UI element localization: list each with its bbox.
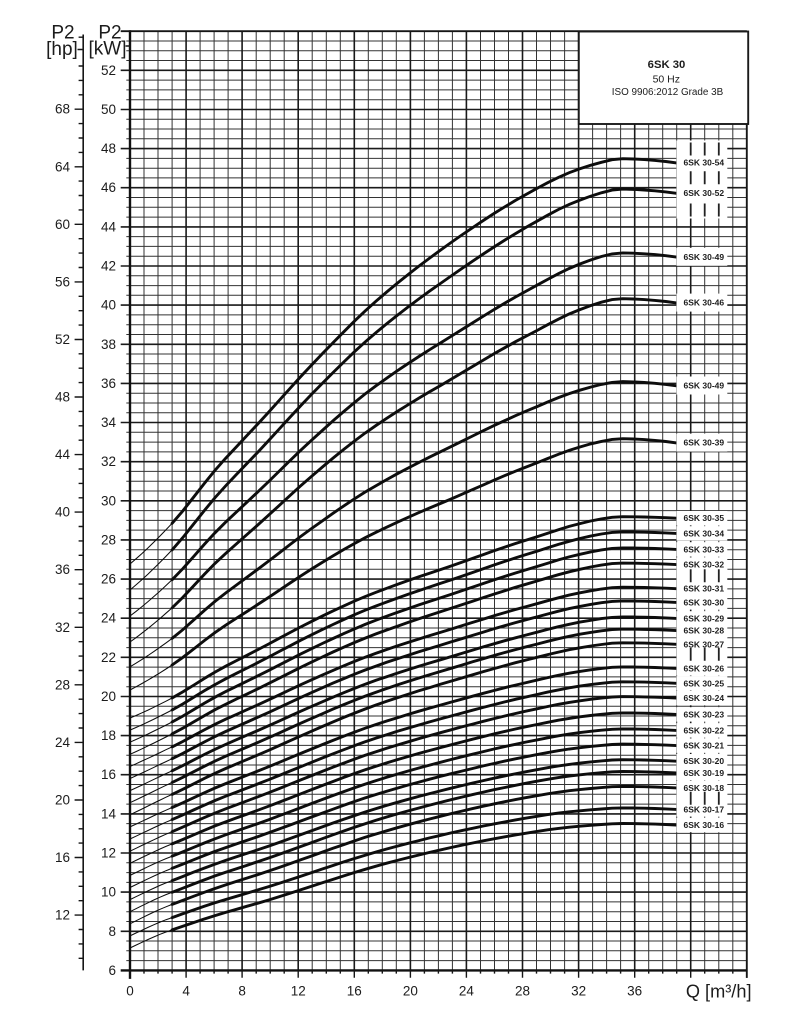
svg-text:6SK 30-18: 6SK 30-18 bbox=[683, 783, 724, 793]
svg-text:P2: P2 bbox=[51, 23, 74, 44]
svg-text:6SK 30-28: 6SK 30-28 bbox=[683, 626, 724, 636]
svg-text:32: 32 bbox=[571, 984, 586, 999]
svg-text:4: 4 bbox=[182, 984, 190, 999]
svg-text:16: 16 bbox=[101, 767, 116, 782]
svg-text:28: 28 bbox=[101, 532, 116, 547]
svg-text:52: 52 bbox=[55, 332, 70, 347]
svg-text:6SK 30-22: 6SK 30-22 bbox=[683, 725, 724, 735]
svg-text:36: 36 bbox=[627, 984, 642, 999]
svg-text:0: 0 bbox=[126, 984, 134, 999]
svg-text:6: 6 bbox=[108, 963, 116, 978]
svg-text:48: 48 bbox=[55, 390, 70, 405]
svg-text:12: 12 bbox=[101, 846, 116, 861]
svg-text:14: 14 bbox=[101, 806, 117, 821]
svg-text:48: 48 bbox=[101, 141, 116, 156]
svg-text:20: 20 bbox=[403, 984, 418, 999]
svg-text:32: 32 bbox=[101, 454, 116, 469]
svg-text:6SK 30-33: 6SK 30-33 bbox=[683, 544, 724, 554]
svg-text:6SK 30-26: 6SK 30-26 bbox=[683, 663, 724, 673]
svg-text:12: 12 bbox=[55, 908, 70, 923]
svg-text:6SK 30-21: 6SK 30-21 bbox=[683, 741, 724, 751]
svg-text:52: 52 bbox=[101, 63, 116, 78]
svg-text:28: 28 bbox=[515, 984, 530, 999]
svg-text:36: 36 bbox=[101, 376, 116, 391]
svg-text:6SK 30-34: 6SK 30-34 bbox=[683, 528, 724, 538]
svg-text:32: 32 bbox=[55, 620, 70, 635]
svg-text:[kW]: [kW] bbox=[89, 39, 127, 60]
svg-text:68: 68 bbox=[55, 102, 70, 117]
svg-text:6SK 30-30: 6SK 30-30 bbox=[683, 597, 724, 607]
svg-text:6SK 30-24: 6SK 30-24 bbox=[683, 693, 724, 703]
svg-text:50: 50 bbox=[101, 102, 116, 117]
svg-text:42: 42 bbox=[101, 259, 116, 274]
svg-text:60: 60 bbox=[55, 217, 70, 232]
svg-text:38: 38 bbox=[101, 337, 116, 352]
svg-text:6SK 30-52: 6SK 30-52 bbox=[683, 188, 724, 198]
svg-text:8: 8 bbox=[108, 924, 116, 939]
svg-text:34: 34 bbox=[101, 415, 117, 430]
svg-text:26: 26 bbox=[101, 572, 116, 587]
svg-text:6SK 30-31: 6SK 30-31 bbox=[683, 584, 724, 594]
svg-text:24: 24 bbox=[459, 984, 475, 999]
svg-text:Q [m³/h]: Q [m³/h] bbox=[686, 982, 752, 1002]
svg-text:20: 20 bbox=[55, 792, 70, 807]
svg-text:28: 28 bbox=[55, 677, 70, 692]
svg-text:[hp]: [hp] bbox=[46, 39, 78, 60]
svg-text:6SK 30-54: 6SK 30-54 bbox=[683, 158, 724, 168]
svg-text:40: 40 bbox=[101, 298, 116, 313]
svg-text:40: 40 bbox=[55, 505, 70, 520]
svg-text:6SK 30-35: 6SK 30-35 bbox=[683, 513, 724, 523]
svg-text:22: 22 bbox=[101, 650, 116, 665]
svg-text:6SK 30-46: 6SK 30-46 bbox=[683, 298, 724, 308]
svg-text:12: 12 bbox=[291, 984, 306, 999]
svg-text:56: 56 bbox=[55, 274, 70, 289]
svg-text:10: 10 bbox=[101, 885, 116, 900]
svg-text:50 Hz: 50 Hz bbox=[653, 74, 680, 86]
svg-text:6SK 30-29: 6SK 30-29 bbox=[683, 613, 724, 623]
svg-text:20: 20 bbox=[101, 689, 116, 704]
svg-text:6SK 30-49: 6SK 30-49 bbox=[683, 252, 724, 262]
svg-text:6SK 30-20: 6SK 30-20 bbox=[683, 756, 724, 766]
svg-text:6SK 30-49: 6SK 30-49 bbox=[683, 381, 724, 391]
svg-text:6SK 30-23: 6SK 30-23 bbox=[683, 709, 724, 719]
svg-text:6SK 30-25: 6SK 30-25 bbox=[683, 678, 724, 688]
svg-text:24: 24 bbox=[55, 735, 71, 750]
svg-text:44: 44 bbox=[55, 447, 71, 462]
svg-text:6SK 30-39: 6SK 30-39 bbox=[683, 438, 724, 448]
svg-text:44: 44 bbox=[101, 219, 117, 234]
svg-text:36: 36 bbox=[55, 562, 70, 577]
svg-text:6SK 30-16: 6SK 30-16 bbox=[683, 820, 724, 830]
svg-text:ISO 9906:2012 Grade 3B: ISO 9906:2012 Grade 3B bbox=[612, 87, 724, 98]
svg-text:16: 16 bbox=[55, 850, 70, 865]
svg-text:P2: P2 bbox=[98, 23, 121, 44]
svg-text:6SK 30-19: 6SK 30-19 bbox=[683, 768, 724, 778]
svg-text:16: 16 bbox=[347, 984, 362, 999]
svg-text:6SK 30-32: 6SK 30-32 bbox=[683, 560, 724, 570]
svg-text:18: 18 bbox=[101, 728, 116, 743]
svg-text:64: 64 bbox=[55, 159, 71, 174]
svg-text:6SK 30-17: 6SK 30-17 bbox=[683, 804, 724, 814]
svg-text:6SK 30: 6SK 30 bbox=[648, 59, 686, 71]
svg-text:8: 8 bbox=[238, 984, 246, 999]
svg-text:6SK 30-27: 6SK 30-27 bbox=[683, 639, 724, 649]
svg-text:46: 46 bbox=[101, 180, 116, 195]
svg-text:30: 30 bbox=[101, 493, 116, 508]
svg-text:24: 24 bbox=[101, 611, 117, 626]
